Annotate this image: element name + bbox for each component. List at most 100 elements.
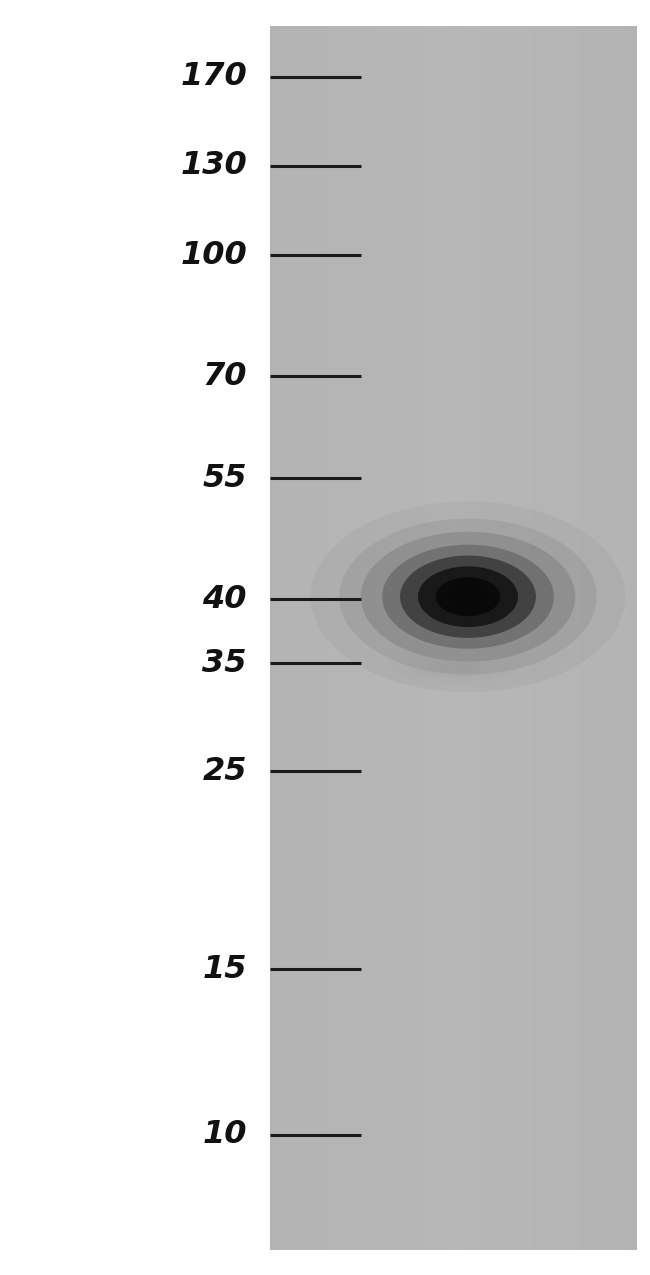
Bar [343, 26, 347, 1250]
Bar [350, 26, 354, 1250]
Text: 170: 170 [180, 61, 247, 92]
Bar [597, 26, 601, 1250]
Bar [611, 26, 615, 1250]
Bar [395, 26, 398, 1250]
Bar [292, 26, 296, 1250]
Bar [406, 26, 410, 1250]
Bar [556, 26, 560, 1250]
Bar [601, 26, 604, 1250]
Text: 25: 25 [203, 756, 247, 787]
Bar [303, 26, 307, 1250]
Bar [281, 26, 285, 1250]
Bar [443, 26, 446, 1250]
Bar [274, 26, 277, 1250]
Bar [545, 26, 549, 1250]
Bar [516, 26, 519, 1250]
Bar [270, 26, 274, 1250]
Text: 70: 70 [203, 361, 247, 391]
Ellipse shape [382, 544, 554, 649]
Bar [314, 26, 317, 1250]
Text: 15: 15 [203, 954, 247, 984]
Bar [490, 26, 494, 1250]
Bar [541, 26, 545, 1250]
Bar [450, 26, 454, 1250]
Bar [472, 26, 475, 1250]
Ellipse shape [429, 660, 481, 673]
Bar [457, 26, 461, 1250]
Bar [432, 26, 435, 1250]
Bar [387, 26, 391, 1250]
Bar [299, 26, 303, 1250]
Bar [593, 26, 597, 1250]
Bar [454, 26, 457, 1250]
Bar [590, 26, 593, 1250]
Bar [615, 26, 619, 1250]
Bar [321, 26, 325, 1250]
Bar [461, 26, 464, 1250]
Bar [413, 26, 417, 1250]
Bar [475, 26, 479, 1250]
Bar [325, 26, 328, 1250]
Bar [435, 26, 439, 1250]
Bar [604, 26, 608, 1250]
Ellipse shape [361, 532, 575, 662]
Ellipse shape [454, 588, 482, 606]
Bar [505, 26, 508, 1250]
Bar [483, 26, 486, 1250]
Bar [417, 26, 421, 1250]
Bar [479, 26, 483, 1250]
Bar [296, 26, 299, 1250]
Bar [421, 26, 424, 1250]
Bar [317, 26, 321, 1250]
Bar [534, 26, 538, 1250]
Bar [486, 26, 490, 1250]
Ellipse shape [411, 657, 499, 677]
Bar [361, 26, 365, 1250]
Bar [428, 26, 432, 1250]
Bar [464, 26, 468, 1250]
Text: 130: 130 [180, 150, 247, 181]
Bar [369, 26, 372, 1250]
Bar [619, 26, 622, 1250]
Bar [328, 26, 332, 1250]
Bar [582, 26, 586, 1250]
Bar [372, 26, 376, 1250]
Bar [578, 26, 582, 1250]
Bar [347, 26, 350, 1250]
Bar [567, 26, 571, 1250]
Bar [494, 26, 497, 1250]
Bar [310, 26, 314, 1250]
Ellipse shape [391, 652, 519, 682]
Bar [530, 26, 534, 1250]
Bar [633, 26, 637, 1250]
Ellipse shape [400, 556, 536, 638]
Bar [288, 26, 292, 1250]
Text: 35: 35 [203, 648, 247, 678]
Bar [497, 26, 501, 1250]
Bar [277, 26, 281, 1250]
Ellipse shape [436, 578, 500, 616]
Bar [608, 26, 611, 1250]
Bar [527, 26, 530, 1250]
Bar [560, 26, 564, 1250]
Bar [424, 26, 428, 1250]
Ellipse shape [339, 519, 597, 674]
Text: 40: 40 [203, 584, 247, 615]
Text: 10: 10 [203, 1119, 247, 1150]
Bar [538, 26, 541, 1250]
Bar [365, 26, 369, 1250]
Bar [380, 26, 383, 1250]
Bar [354, 26, 358, 1250]
Bar [398, 26, 402, 1250]
Text: 100: 100 [180, 240, 247, 270]
Text: 55: 55 [203, 463, 247, 493]
Bar [439, 26, 443, 1250]
Bar [402, 26, 406, 1250]
Ellipse shape [418, 566, 518, 627]
Bar [384, 26, 387, 1250]
Bar [571, 26, 575, 1250]
Bar [332, 26, 336, 1250]
Bar [523, 26, 526, 1250]
Bar [339, 26, 343, 1250]
Bar [410, 26, 413, 1250]
